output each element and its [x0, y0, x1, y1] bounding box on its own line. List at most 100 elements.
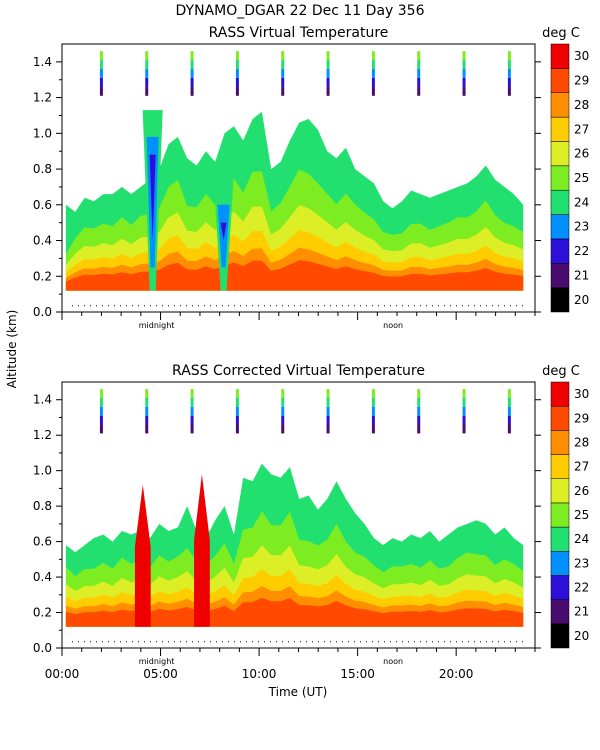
- y-tick-label: 0.8: [33, 499, 52, 513]
- upper-streak: [417, 389, 421, 434]
- upper-streak-segment: [507, 51, 511, 61]
- colorbar-swatch: [550, 623, 570, 649]
- x-tick-label: 15:00: [340, 667, 375, 681]
- colorbar-level-label: 27: [574, 460, 589, 474]
- upper-streak-segment: [417, 397, 421, 407]
- upper-streak: [99, 51, 103, 96]
- colorbar-level-label: 27: [574, 122, 589, 136]
- y-tick-label: 1.0: [33, 464, 52, 478]
- colorbar-level-label: 22: [574, 581, 589, 595]
- colorbar-swatch: [550, 502, 570, 528]
- upper-streak-segment: [99, 424, 103, 434]
- upper-streak-segment: [462, 406, 466, 416]
- y-axis-label: Altitude (km): [5, 310, 19, 389]
- panel-title: RASS Virtual Temperature: [209, 25, 389, 41]
- upper-streak-segment: [190, 389, 194, 398]
- upper-streak-segment: [281, 86, 285, 96]
- cold-plume-1: [142, 110, 163, 291]
- warm-plume-2: [194, 474, 210, 627]
- upper-streak-segment: [462, 415, 466, 425]
- upper-streak-segment: [417, 406, 421, 416]
- upper-streak-segment: [99, 69, 103, 78]
- upper-streak-segment: [145, 406, 149, 416]
- upper-streak-segment: [326, 424, 330, 434]
- upper-streak-segment: [281, 51, 285, 61]
- colorbar: deg C 20 21 22 23 24 25 26 27 28 29 30: [542, 364, 589, 649]
- upper-streak-segment: [145, 69, 149, 78]
- upper-streak-segment: [326, 69, 330, 78]
- upper-streak-segment: [99, 389, 103, 398]
- upper-streak-segment: [371, 69, 375, 78]
- upper-streak-segment: [190, 415, 194, 425]
- colorbar-label: deg C: [542, 26, 580, 41]
- upper-streak-segment: [235, 389, 239, 398]
- upper-streak-segment: [145, 424, 149, 434]
- upper-streak-segment: [371, 60, 375, 70]
- upper-streak-segment: [371, 77, 375, 87]
- y-tick-label: 0.6: [33, 198, 52, 212]
- upper-streak-segment: [462, 424, 466, 434]
- colorbar-swatch: [550, 263, 570, 288]
- colorbar-level-label: 21: [574, 605, 589, 619]
- upper-streak-segment: [235, 424, 239, 434]
- x-tick-label: 20:00: [439, 667, 474, 681]
- chart-panel-1: RASS Virtual Temperature 0.0 0.2 0.4 0.6 0.8 1…: [33, 25, 589, 330]
- colorbar-label: deg C: [542, 364, 580, 379]
- upper-streak: [507, 389, 511, 434]
- colorbar: deg C 20 21 22 23 24 25 26 27 28 29 30: [542, 26, 589, 313]
- upper-streak-segment: [507, 397, 511, 407]
- upper-streak-segment: [235, 86, 239, 96]
- upper-streak-segment: [190, 69, 194, 78]
- colorbar-level-label: 30: [574, 49, 589, 63]
- y-tick-label: 0.0: [33, 305, 52, 319]
- colorbar-swatch: [550, 430, 570, 455]
- y-tick-label: 1.0: [33, 126, 52, 140]
- upper-streak-segment: [235, 60, 239, 70]
- upper-streak-segment: [145, 415, 149, 425]
- colorbar-level-label: 29: [574, 74, 589, 88]
- upper-streak-segment: [145, 397, 149, 407]
- y-tick-label: 0.2: [33, 606, 52, 620]
- y-tick-label: 1.4: [33, 55, 52, 69]
- y-tick-label: 0.2: [33, 269, 52, 283]
- upper-streak-segment: [281, 69, 285, 78]
- cold-plume-core: [220, 222, 227, 241]
- colorbar-level-label: 26: [574, 484, 589, 498]
- colorbar-swatch: [550, 92, 570, 118]
- upper-streak: [281, 51, 285, 96]
- upper-streak-segment: [145, 86, 149, 96]
- upper-streak-segment: [507, 415, 511, 425]
- colorbar-level-label: 29: [574, 411, 589, 425]
- colorbar-level-label: 30: [574, 387, 589, 401]
- upper-streak-segment: [190, 86, 194, 96]
- upper-streak-segment: [417, 51, 421, 61]
- upper-streak-segment: [235, 397, 239, 407]
- upper-streak-segment: [326, 51, 330, 61]
- upper-streak-segment: [417, 389, 421, 398]
- upper-streak-segment: [235, 77, 239, 87]
- temperature-band-29: [65, 260, 524, 291]
- upper-streak: [371, 51, 375, 96]
- midnight-marker: midnight: [139, 321, 175, 330]
- colorbar-swatch: [550, 575, 570, 600]
- upper-streak: [145, 389, 149, 434]
- upper-streak-segment: [145, 60, 149, 70]
- upper-streak-segment: [462, 51, 466, 61]
- colorbar-level-label: 28: [574, 435, 589, 449]
- colorbar-swatch: [550, 478, 570, 504]
- warm-plume-column: [134, 484, 151, 627]
- upper-streak-segment: [417, 86, 421, 96]
- colorbar-level-label: 28: [574, 98, 589, 112]
- upper-streak: [371, 389, 375, 434]
- upper-streak-segment: [371, 389, 375, 398]
- colorbar-swatch: [550, 43, 570, 69]
- upper-streak: [99, 389, 103, 434]
- upper-streak-segment: [99, 406, 103, 416]
- upper-streak-segment: [507, 424, 511, 434]
- upper-streak-segment: [190, 60, 194, 70]
- chart-panel-2: RASS Corrected Virtual Temperature 0.0 0.2…: [33, 363, 589, 681]
- upper-streak-segment: [235, 415, 239, 425]
- upper-streak: [190, 389, 194, 434]
- upper-streak-segment: [326, 60, 330, 70]
